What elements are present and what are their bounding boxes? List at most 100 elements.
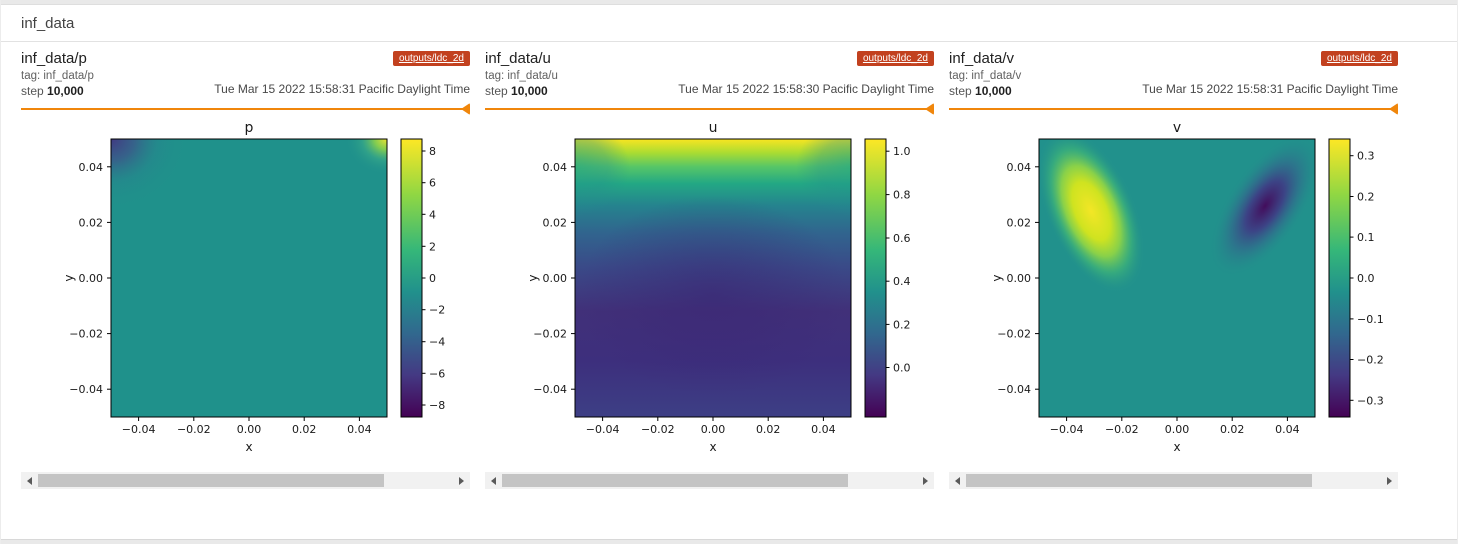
svg-text:−2: −2 — [429, 304, 445, 317]
slider-track[interactable] — [949, 108, 1394, 110]
image-card-v: inf_data/v tag: inf_data/v step 10,000 o… — [949, 42, 1398, 489]
image-card-u: inf_data/u tag: inf_data/u step 10,000 o… — [485, 42, 934, 489]
step-label: step — [949, 84, 972, 98]
scrollbar-thumb[interactable] — [502, 474, 848, 487]
scroll-left-button[interactable] — [485, 472, 502, 489]
run-name-badge[interactable]: outputs/ldc_2d — [392, 51, 470, 66]
svg-text:1.0: 1.0 — [893, 145, 911, 158]
svg-text:6: 6 — [429, 177, 436, 190]
y-tick-labels: 0.04 0.02 0.00 −0.02 −0.04 — [533, 161, 567, 396]
y-tick-labels: 0.04 0.02 0.00 −0.02 −0.04 — [69, 161, 103, 396]
scroll-left-arrow-icon — [491, 476, 496, 485]
svg-text:−0.02: −0.02 — [1105, 423, 1139, 436]
svg-text:−0.3: −0.3 — [1357, 394, 1384, 407]
slider-thumb-icon[interactable] — [925, 103, 934, 115]
scroll-left-arrow-icon — [955, 476, 960, 485]
svg-text:0.0: 0.0 — [1357, 272, 1375, 285]
step-label: step — [21, 84, 44, 98]
wall-time: Tue Mar 15 2022 15:58:31 Pacific Dayligh… — [214, 82, 470, 96]
bottom-edge-strip — [1, 539, 1457, 544]
heatmap-figure-p: p 0.04 0.02 0.00 −0.02 — [21, 117, 469, 462]
svg-text:0.02: 0.02 — [1007, 216, 1032, 229]
colorbar-tick-marks — [422, 150, 426, 406]
card-tag: tag: inf_data/v — [949, 70, 1022, 82]
svg-text:0.04: 0.04 — [811, 423, 836, 436]
top-edge-strip — [1, 0, 1457, 5]
image-card-p: inf_data/p tag: inf_data/p step 10,000 o… — [21, 42, 470, 489]
heatmap-blobs — [1039, 139, 1315, 294]
svg-text:0.6: 0.6 — [893, 232, 911, 245]
svg-text:0.00: 0.00 — [79, 272, 104, 285]
wall-time: Tue Mar 15 2022 15:58:31 Pacific Dayligh… — [1142, 82, 1398, 96]
svg-text:−0.2: −0.2 — [1357, 354, 1384, 367]
svg-text:0.00: 0.00 — [543, 272, 568, 285]
scroll-left-button[interactable] — [949, 472, 966, 489]
svg-text:0.04: 0.04 — [347, 423, 372, 436]
svg-text:0.02: 0.02 — [292, 423, 317, 436]
card-title: inf_data/u — [485, 50, 551, 67]
x-tick-labels: −0.04 −0.02 0.00 0.02 0.04 — [122, 423, 372, 436]
svg-text:0.04: 0.04 — [79, 161, 104, 174]
step-slider[interactable] — [485, 102, 934, 116]
slider-thumb-icon[interactable] — [1389, 103, 1398, 115]
section-header-inf-data[interactable]: inf_data — [1, 5, 1457, 42]
x-tick-marks — [138, 417, 360, 421]
card-title: inf_data/p — [21, 50, 87, 67]
svg-text:−0.02: −0.02 — [997, 328, 1031, 341]
colorbar-tick-labels: 0.3 0.2 0.1 0.0 −0.1 −0.2 −0.3 — [1357, 150, 1384, 408]
horizontal-scrollbar[interactable] — [21, 472, 470, 489]
slider-thumb-icon[interactable] — [461, 103, 470, 115]
run-name-badge[interactable]: outputs/ldc_2d — [1320, 51, 1398, 66]
scroll-left-button[interactable] — [21, 472, 38, 489]
colorbar — [864, 138, 887, 418]
svg-text:−0.02: −0.02 — [533, 328, 567, 341]
scroll-left-arrow-icon — [27, 476, 32, 485]
svg-text:8: 8 — [429, 145, 436, 158]
svg-text:0.3: 0.3 — [1357, 150, 1375, 163]
svg-text:−0.04: −0.04 — [122, 423, 156, 436]
scroll-right-button[interactable] — [917, 472, 934, 489]
svg-text:−0.04: −0.04 — [997, 383, 1031, 396]
svg-text:−6: −6 — [429, 367, 445, 380]
slider-track[interactable] — [21, 108, 466, 110]
svg-text:0: 0 — [429, 272, 436, 285]
section-title: inf_data — [21, 14, 75, 32]
plot-title: p — [245, 120, 254, 136]
svg-text:2: 2 — [429, 240, 436, 253]
svg-text:−0.02: −0.02 — [69, 328, 103, 341]
scrollbar-thumb[interactable] — [38, 474, 384, 487]
x-axis-label: x — [709, 440, 716, 454]
scrollbar-thumb[interactable] — [966, 474, 1312, 487]
card-header: inf_data/p tag: inf_data/p step 10,000 o… — [21, 42, 470, 98]
heatmap-blobs — [575, 139, 851, 395]
card-step: step 10,000 — [21, 84, 470, 99]
colorbar — [1328, 138, 1351, 418]
colorbar-tick-labels: 1.0 0.8 0.6 0.4 0.2 0.0 — [893, 145, 911, 374]
svg-text:−0.02: −0.02 — [641, 423, 675, 436]
x-tick-labels: −0.04 −0.02 0.00 0.02 0.04 — [586, 423, 836, 436]
svg-text:0.02: 0.02 — [79, 216, 104, 229]
scroll-right-button[interactable] — [453, 472, 470, 489]
svg-text:−0.04: −0.04 — [533, 383, 567, 396]
colorbar-tick-marks — [886, 150, 890, 368]
card-step: step 10,000 — [949, 84, 1398, 99]
horizontal-scrollbar[interactable] — [485, 472, 934, 489]
slider-track[interactable] — [485, 108, 930, 110]
run-name-badge[interactable]: outputs/ldc_2d — [856, 51, 934, 66]
svg-text:−0.04: −0.04 — [69, 383, 103, 396]
step-slider[interactable] — [949, 102, 1398, 116]
horizontal-scrollbar[interactable] — [949, 472, 1398, 489]
y-tick-labels: 0.04 0.02 0.00 −0.02 −0.04 — [997, 161, 1031, 396]
step-value: 10,000 — [511, 84, 548, 98]
svg-text:0.00: 0.00 — [1007, 272, 1032, 285]
scroll-right-button[interactable] — [1381, 472, 1398, 489]
svg-text:0.0: 0.0 — [893, 362, 911, 375]
step-slider[interactable] — [21, 102, 470, 116]
svg-text:0.04: 0.04 — [543, 161, 568, 174]
svg-text:−0.02: −0.02 — [177, 423, 211, 436]
svg-text:0.02: 0.02 — [1220, 423, 1245, 436]
colorbar — [400, 138, 423, 418]
svg-text:0.00: 0.00 — [237, 423, 262, 436]
scroll-right-arrow-icon — [923, 476, 928, 485]
y-tick-marks — [107, 166, 111, 390]
